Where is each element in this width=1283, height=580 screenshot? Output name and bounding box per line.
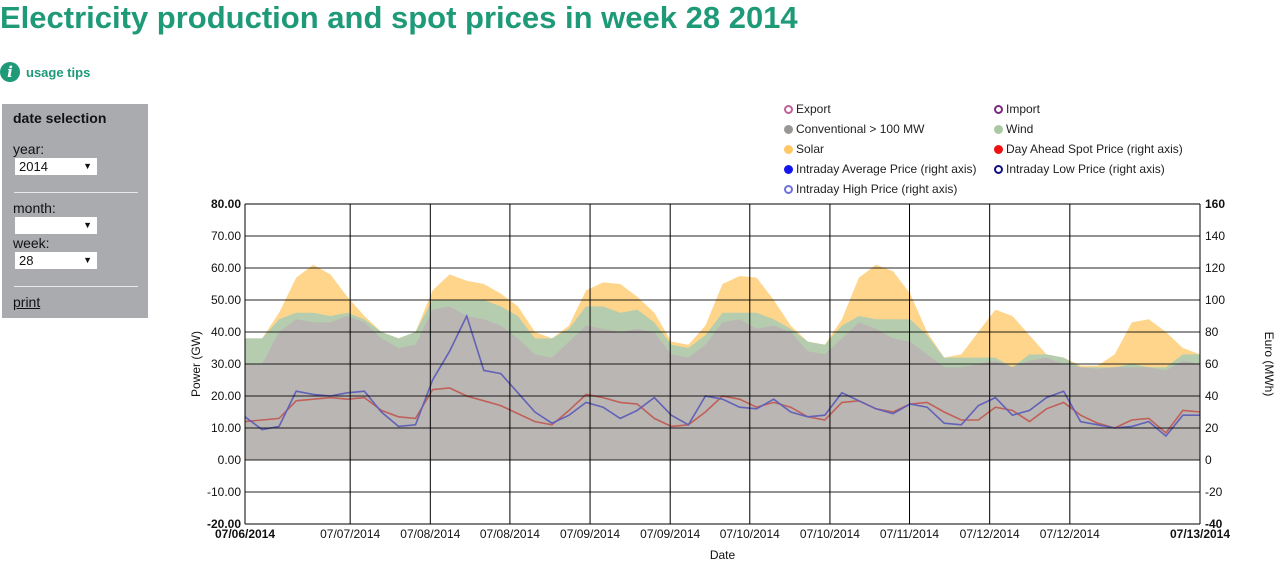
y-tick-label: 20.00 bbox=[211, 389, 241, 403]
x-tick-label: 07/11/2014 bbox=[880, 527, 939, 541]
y2-axis-title: Euro (MWh) bbox=[1262, 332, 1276, 397]
legend-label: Day Ahead Spot Price (right axis) bbox=[1006, 142, 1183, 156]
y2-tick-label: 0 bbox=[1205, 453, 1212, 467]
y2-tick-label: 100 bbox=[1205, 293, 1225, 307]
y2-tick-label: 140 bbox=[1205, 229, 1225, 243]
y-tick-label: 40.00 bbox=[211, 325, 241, 339]
y2-tick-label: 160 bbox=[1205, 197, 1225, 211]
intraday-average-price-right-axis-line bbox=[244, 313, 1200, 438]
chevron-down-icon: ▼ bbox=[83, 161, 92, 171]
divider bbox=[14, 286, 138, 287]
date-selection-panel: date selection year: 2014 ▼ month: ▼ week… bbox=[2, 104, 148, 318]
usage-tips-label: usage tips bbox=[26, 64, 91, 80]
y2-tick-label: 40 bbox=[1205, 389, 1219, 403]
y-axis-title: Power (GW) bbox=[189, 331, 203, 397]
y2-tick-label: 60 bbox=[1205, 357, 1219, 371]
x-tick-label: 07/08/2014 bbox=[480, 527, 540, 541]
ring-marker-icon bbox=[994, 104, 1003, 114]
year-label: year: bbox=[13, 141, 45, 157]
y-tick-label: 0.00 bbox=[218, 453, 242, 467]
legend-item[interactable]: Day Ahead Spot Price (right axis) bbox=[994, 142, 1183, 156]
legend-item[interactable]: Conventional > 100 MW bbox=[784, 122, 924, 136]
y2-tick-label: 120 bbox=[1205, 261, 1225, 275]
x-tick-label: 07/06/2014 bbox=[215, 527, 275, 541]
legend-item[interactable]: Import bbox=[994, 102, 1040, 116]
dot-marker-icon bbox=[784, 144, 793, 154]
y-tick-label: 60.00 bbox=[211, 261, 241, 275]
date-selection-heading: date selection bbox=[13, 110, 107, 126]
x-axis-title: Date bbox=[710, 548, 736, 562]
y2-tick-label: 80 bbox=[1205, 325, 1219, 339]
legend-label: Intraday Average Price (right axis) bbox=[796, 162, 977, 176]
dot-marker-icon bbox=[784, 164, 793, 174]
dot-marker-icon bbox=[784, 124, 793, 134]
x-tick-label: 07/12/2014 bbox=[1040, 527, 1100, 541]
week-label: week: bbox=[13, 235, 50, 251]
legend-item[interactable]: Solar bbox=[784, 142, 824, 156]
dot-marker-icon bbox=[994, 144, 1003, 154]
y-tick-label: 30.00 bbox=[211, 357, 241, 371]
print-link[interactable]: print bbox=[13, 294, 41, 310]
x-tick-label: 07/07/2014 bbox=[320, 527, 380, 541]
y-tick-label: 50.00 bbox=[211, 293, 241, 307]
legend-label: Intraday Low Price (right axis) bbox=[1006, 162, 1165, 176]
year-value: 2014 bbox=[19, 159, 48, 174]
week-select[interactable]: 28 ▼ bbox=[15, 252, 97, 269]
divider bbox=[14, 192, 138, 193]
x-tick-label: 07/10/2014 bbox=[800, 527, 860, 541]
year-select[interactable]: 2014 ▼ bbox=[15, 158, 97, 175]
chevron-down-icon: ▼ bbox=[83, 255, 92, 265]
x-tick-label: 07/13/2014 bbox=[1170, 527, 1230, 541]
conventional-100-mw-area bbox=[245, 306, 1200, 460]
y-tick-label: 80.00 bbox=[211, 197, 241, 211]
week-value: 28 bbox=[19, 253, 34, 268]
page-title: Electricity production and spot prices i… bbox=[0, 0, 798, 35]
y2-tick-label: 20 bbox=[1205, 421, 1219, 435]
month-select[interactable]: ▼ bbox=[15, 217, 97, 234]
usage-tips-link[interactable]: i usage tips bbox=[0, 62, 90, 82]
ring-marker-icon bbox=[784, 104, 793, 114]
legend-item[interactable]: Intraday Low Price (right axis) bbox=[994, 162, 1165, 176]
y-tick-label: 10.00 bbox=[211, 421, 241, 435]
y-tick-label: 70.00 bbox=[211, 229, 241, 243]
x-tick-label: 07/10/2014 bbox=[720, 527, 780, 541]
y2-tick-label: -20 bbox=[1205, 485, 1223, 499]
legend-label: Export bbox=[796, 102, 831, 116]
x-tick-label: 07/09/2014 bbox=[640, 527, 700, 541]
chevron-down-icon: ▼ bbox=[83, 220, 92, 230]
legend-label: Conventional > 100 MW bbox=[796, 122, 925, 136]
legend-item[interactable]: Wind bbox=[994, 122, 1033, 136]
y-tick-label: -10.00 bbox=[207, 485, 241, 499]
x-tick-label: 07/09/2014 bbox=[560, 527, 620, 541]
legend-item[interactable]: Intraday Average Price (right axis) bbox=[784, 162, 977, 176]
x-tick-label: 07/08/2014 bbox=[400, 527, 460, 541]
legend-label: Solar bbox=[796, 142, 825, 156]
y2-tick-label: -40 bbox=[1205, 517, 1223, 531]
legend-label: Intraday High Price (right axis) bbox=[796, 182, 958, 196]
x-tick-label: 07/12/2014 bbox=[960, 527, 1020, 541]
legend-item[interactable]: Export bbox=[784, 102, 831, 116]
info-icon: i bbox=[0, 62, 20, 82]
legend-label: Import bbox=[1006, 102, 1041, 116]
legend-label: Wind bbox=[1006, 122, 1034, 136]
ring-marker-icon bbox=[784, 184, 793, 194]
legend-item[interactable]: Intraday High Price (right axis) bbox=[784, 182, 957, 196]
y-tick-label: -20.00 bbox=[207, 517, 241, 531]
month-label: month: bbox=[13, 200, 56, 216]
ring-marker-icon bbox=[994, 164, 1003, 174]
dot-marker-icon bbox=[994, 124, 1003, 134]
